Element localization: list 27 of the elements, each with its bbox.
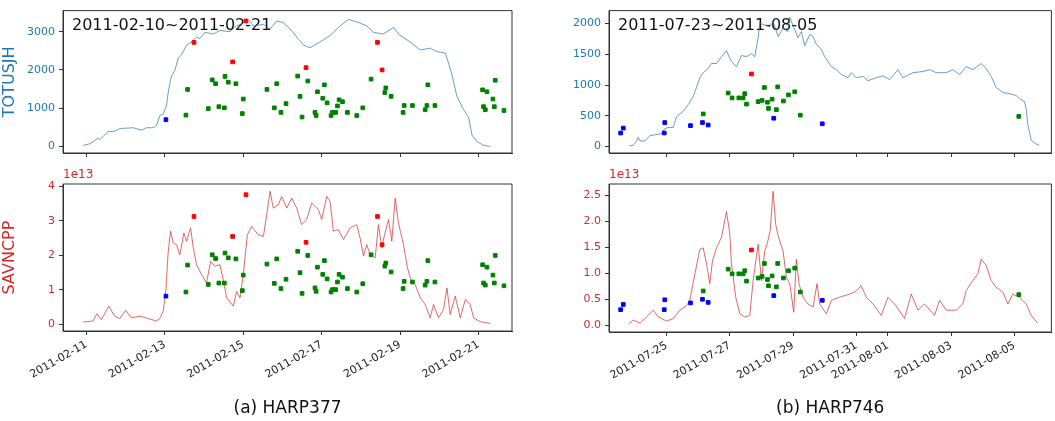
chart-title: 2011-02-10~2011-02-21 (72, 14, 272, 34)
y-tick-label: 2000 (573, 16, 601, 30)
y-tick-label: 3000 (27, 24, 55, 38)
y-axis-title: SAVNCPP (0, 220, 18, 295)
text: 1e13 (63, 167, 94, 182)
y-tick-label: 1 (48, 282, 55, 296)
y-tick-label: 2.0 (583, 214, 601, 228)
y-tick-label: 500 (580, 108, 601, 122)
y-axis-title: TOTUSJH (0, 46, 18, 119)
y-tick-label: 2.5 (583, 188, 601, 202)
y-tick-label: 0 (594, 139, 601, 153)
y-tick-label: 2 (48, 248, 55, 262)
x-axis-title: (a) HARP377 (233, 397, 342, 418)
y-tick-label: 0 (48, 317, 55, 331)
y-tick-label: 4 (48, 179, 55, 193)
y-tick-label: 0 (48, 139, 55, 153)
y-tick-label: 1000 (27, 101, 55, 115)
y-tick-label: 1.5 (583, 240, 601, 254)
y-tick-label: 1.0 (583, 266, 601, 280)
y-tick-label: 2000 (27, 62, 55, 76)
text: 1e13 (609, 167, 640, 182)
y-tick-label: 1500 (573, 47, 601, 61)
x-axis-title: (b) HARP746 (776, 397, 885, 418)
y-tick-label: 1000 (573, 77, 601, 91)
y-tick-label: 3 (48, 213, 55, 227)
y-tick-label: 0.5 (583, 292, 601, 306)
y-tick-label: 0.0 (583, 318, 601, 332)
